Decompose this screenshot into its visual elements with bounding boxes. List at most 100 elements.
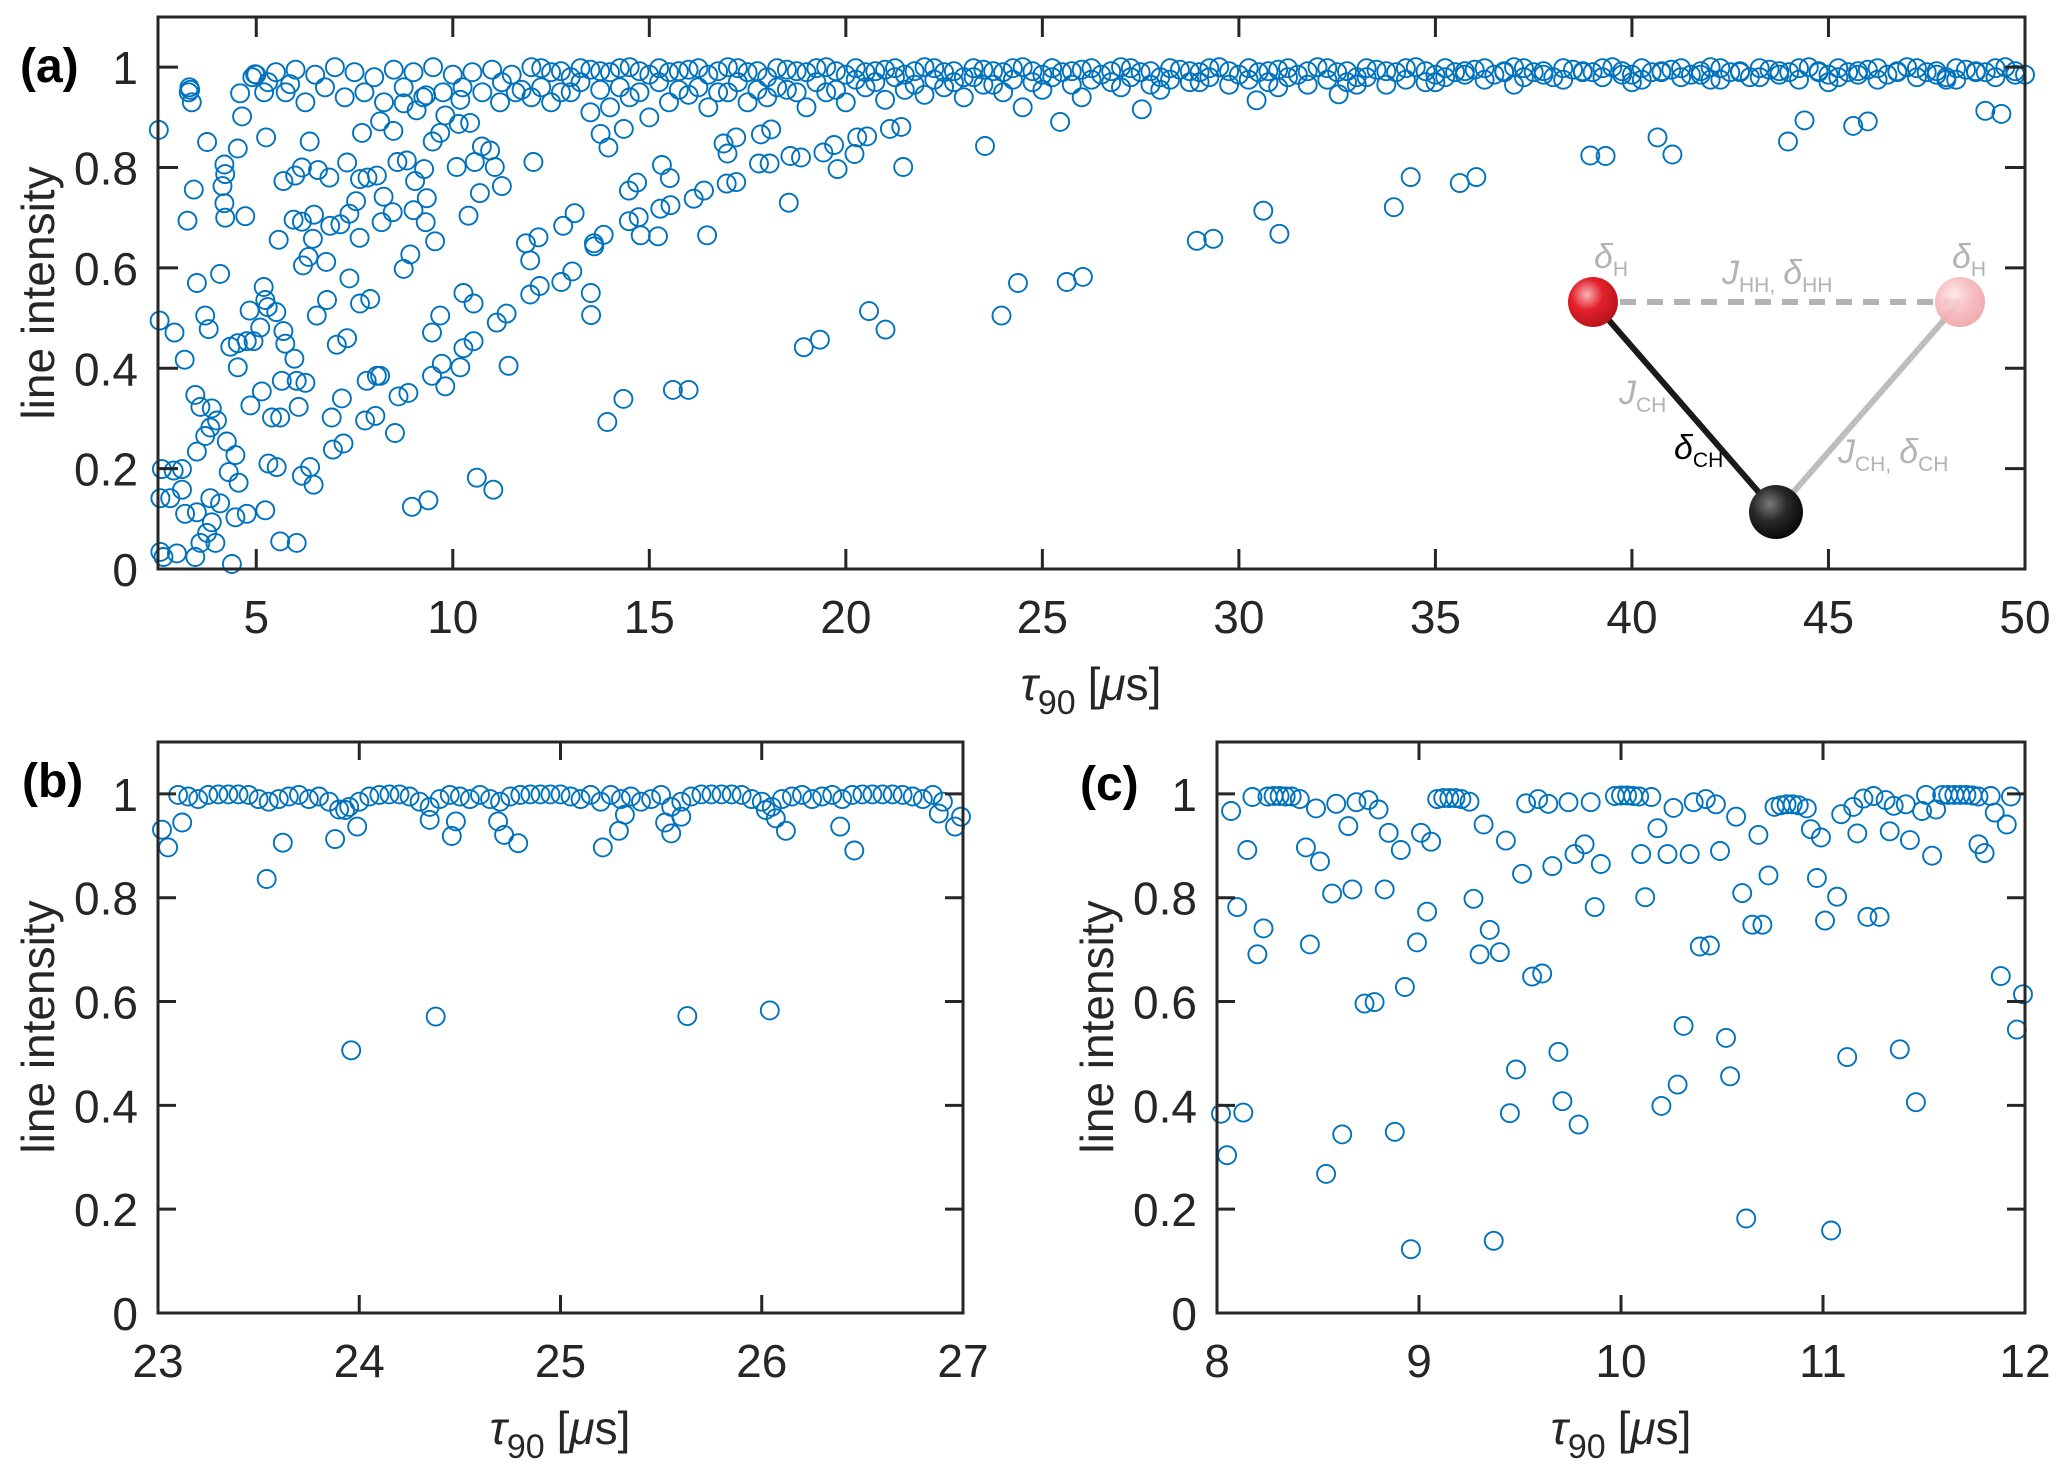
data-point (973, 74, 994, 95)
data-point (875, 89, 896, 110)
data-point (1853, 788, 1874, 809)
data-point (149, 310, 170, 331)
data-point (813, 142, 834, 163)
data-point (284, 348, 305, 369)
data-point (830, 816, 851, 837)
data-point (382, 202, 403, 223)
data-point (413, 87, 434, 108)
data-point (885, 58, 905, 79)
label-delta-h-right: δH (1952, 238, 1986, 281)
data-point (1592, 58, 1613, 79)
y-tick-label: 0.2 (74, 444, 138, 496)
data-point (590, 123, 611, 144)
panel-c-ticks: 8 9 10 11 12 0 0.2 0.4 0.6 0.8 1 (1133, 742, 2051, 1387)
data-point (291, 157, 312, 178)
data-point (1253, 200, 1274, 221)
data-point (1984, 802, 2005, 823)
data-point (389, 784, 410, 805)
x-tick-label: 50 (1999, 591, 2050, 643)
data-point (902, 786, 923, 807)
data-point (651, 155, 672, 175)
data-point (859, 301, 879, 322)
data-point (812, 786, 833, 807)
data-point (429, 789, 450, 810)
data-point (387, 152, 408, 172)
data-point (857, 126, 878, 147)
data-point (186, 441, 207, 462)
data-point (324, 57, 345, 78)
data-point (1667, 1074, 1688, 1095)
panel-b-ticks: 23 24 25 26 27 0 0.2 0.4 0.6 0.8 1 (74, 742, 989, 1387)
data-point (356, 370, 377, 391)
data-point (1415, 61, 1436, 82)
panel-b-x-axis-label: τ90 [μs] (490, 1402, 631, 1466)
data-point (458, 205, 479, 226)
data-point (991, 305, 1012, 326)
data-point (1219, 61, 1240, 82)
tau-symbol: τ (1021, 658, 1041, 710)
data-point (466, 467, 487, 488)
data-point (258, 453, 279, 474)
y-tick-label: 0.4 (74, 1080, 138, 1132)
data-point (1374, 879, 1395, 900)
data-point (435, 376, 456, 397)
data-point (1322, 883, 1343, 904)
data-point (369, 784, 390, 805)
data-point (198, 319, 219, 340)
carbon-atom (1749, 485, 1803, 539)
data-point (1818, 64, 1839, 85)
data-point (370, 111, 391, 132)
data-point (1281, 786, 1302, 807)
data-point (711, 784, 732, 805)
data-point (227, 357, 248, 378)
data-point (232, 106, 253, 127)
data-point (305, 64, 326, 85)
data-point (288, 784, 309, 805)
data-point (393, 258, 414, 279)
data-point (1679, 844, 1700, 865)
x-tick-label: 20 (820, 591, 871, 643)
label-delta-h-left: δH (1594, 238, 1628, 281)
data-point (1219, 74, 1240, 95)
data-point (319, 167, 340, 188)
data-point (824, 135, 845, 155)
data-point (1621, 72, 1642, 93)
data-point (1160, 58, 1181, 79)
data-point (1364, 992, 1385, 1013)
data-point (385, 423, 405, 443)
data-point (210, 493, 231, 514)
data-point (1974, 843, 1995, 864)
unit-open: [ (1088, 658, 1101, 710)
data-point (309, 786, 329, 807)
data-point (610, 789, 631, 810)
molecule-inset: δH δH JHH, δHH JCH δCH JCH, δCH (1568, 238, 1986, 539)
x-tick-label: 12 (1999, 1335, 2050, 1387)
data-point (1523, 62, 1544, 83)
data-point (251, 381, 272, 402)
data-point (1553, 58, 1574, 79)
data-point (983, 61, 1004, 82)
data-point (659, 168, 680, 189)
data-point (163, 460, 184, 481)
data-point (288, 396, 309, 417)
data-point (1936, 69, 1957, 90)
data-point (1595, 146, 1616, 166)
data-point (352, 122, 372, 143)
data-point (215, 164, 236, 185)
data-point (580, 784, 601, 805)
data-point (1657, 844, 1678, 865)
data-point (726, 127, 747, 148)
data-point (1484, 64, 1505, 85)
data-point (816, 57, 837, 78)
data-point (609, 58, 630, 79)
data-point (1506, 1059, 1526, 1080)
data-point (1811, 827, 1831, 848)
data-point (1275, 786, 1296, 807)
data-point (270, 531, 291, 552)
data-point (1186, 230, 1207, 251)
data-point (283, 209, 304, 230)
data-point (1337, 61, 1357, 82)
unit-open: [ (557, 1402, 570, 1454)
unit-open: [ (1618, 1402, 1631, 1454)
data-point (150, 488, 171, 509)
